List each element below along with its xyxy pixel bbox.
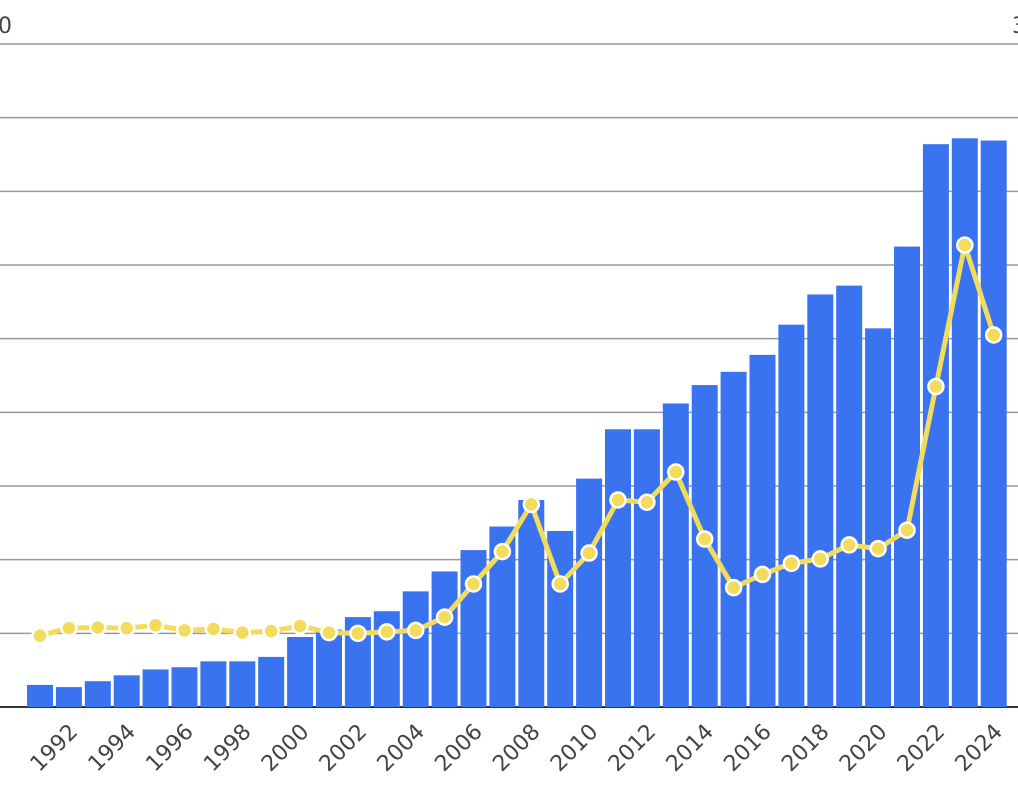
line-point xyxy=(580,544,598,562)
line-point xyxy=(60,619,78,637)
x-axis-tick-labels: 1992 1994 1996 1998 2000 2002 2004 2006 2008 2010… xyxy=(26,720,1008,777)
y-left-top-tick-label: 0 xyxy=(0,14,12,39)
line-point xyxy=(522,495,541,514)
x-tick-label: 1994 xyxy=(84,720,141,777)
bar xyxy=(980,140,1007,708)
line-point xyxy=(638,493,656,511)
x-tick-label: 2020 xyxy=(835,720,892,777)
line-series xyxy=(31,236,1003,645)
line-point xyxy=(782,554,801,573)
bar xyxy=(951,138,978,707)
line-point xyxy=(435,608,454,626)
line-point xyxy=(204,620,223,638)
bar xyxy=(258,656,285,707)
x-tick-label: 2004 xyxy=(373,720,430,777)
bar xyxy=(836,285,863,707)
bar xyxy=(807,294,834,707)
line-point xyxy=(753,565,772,584)
bar xyxy=(402,591,429,707)
x-tick-label: 2008 xyxy=(488,720,545,777)
line-point xyxy=(291,617,309,635)
line-point xyxy=(551,575,569,593)
x-tick-label: 2012 xyxy=(604,720,661,777)
bar xyxy=(287,637,314,707)
line-point xyxy=(146,616,165,634)
bar xyxy=(605,429,631,707)
x-tick-label: 1992 xyxy=(26,720,83,777)
line-point xyxy=(724,578,743,597)
bar xyxy=(113,675,140,707)
bar xyxy=(55,687,82,707)
bar xyxy=(662,403,689,707)
line-point xyxy=(349,624,367,643)
line-point xyxy=(609,491,627,509)
line-point xyxy=(869,539,887,558)
line-path xyxy=(39,242,997,638)
line-point xyxy=(695,530,714,548)
line-point xyxy=(840,536,858,554)
bar-series xyxy=(27,138,1007,708)
line-point xyxy=(89,618,107,637)
line-point xyxy=(927,377,945,396)
x-tick-label: 2018 xyxy=(777,720,834,777)
x-tick-label: 2002 xyxy=(315,720,372,777)
bar xyxy=(142,669,169,707)
bar xyxy=(229,661,256,707)
line-point xyxy=(31,626,49,645)
line-point xyxy=(667,463,685,481)
x-tick-label: 2022 xyxy=(893,720,950,777)
line-point xyxy=(175,621,194,640)
bar xyxy=(27,684,53,707)
bar xyxy=(171,667,198,707)
bar xyxy=(200,661,227,707)
bar xyxy=(316,629,342,707)
bar xyxy=(84,681,111,707)
bar xyxy=(778,324,805,707)
line-point xyxy=(262,622,280,640)
bar xyxy=(633,429,660,707)
line-point xyxy=(378,623,396,641)
x-tick-label: 1998 xyxy=(199,720,256,777)
line-point xyxy=(984,326,1003,344)
line-point xyxy=(320,623,338,642)
line-point xyxy=(898,521,916,539)
line-point xyxy=(117,619,136,637)
line-point xyxy=(233,623,252,642)
x-tick-label: 2010 xyxy=(546,720,603,777)
line-point xyxy=(493,542,512,561)
bar xyxy=(865,328,892,707)
x-tick-label: 2016 xyxy=(719,720,776,777)
bar xyxy=(749,354,776,707)
line-point xyxy=(464,575,483,593)
y-right-top-tick-label: 3 xyxy=(1012,14,1018,39)
x-tick-label: 2006 xyxy=(430,720,487,777)
x-tick-label: 2014 xyxy=(662,720,719,777)
bar xyxy=(431,571,458,707)
line-point xyxy=(956,236,974,254)
line-point xyxy=(406,621,425,640)
x-tick-label: 2000 xyxy=(257,720,314,777)
bar xyxy=(576,478,603,707)
x-tick-label: 2024 xyxy=(951,720,1008,777)
bar xyxy=(720,371,747,707)
line-point xyxy=(811,550,830,568)
x-tick-label: 1996 xyxy=(141,720,198,777)
